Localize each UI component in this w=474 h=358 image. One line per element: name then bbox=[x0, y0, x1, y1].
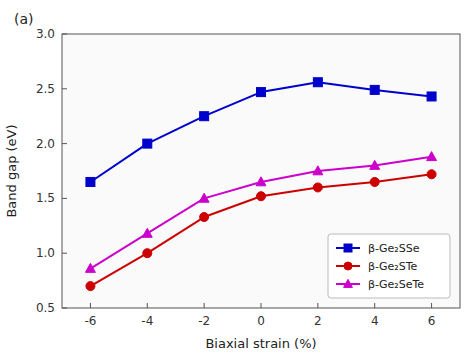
legend-label: β-Ge₂STe bbox=[368, 260, 418, 273]
series bbox=[86, 170, 436, 291]
legend-marker bbox=[344, 244, 352, 252]
plot-background bbox=[62, 34, 460, 308]
series-line bbox=[90, 174, 431, 286]
series bbox=[85, 152, 436, 273]
x-tick bbox=[374, 303, 375, 308]
legend-marker bbox=[344, 279, 353, 287]
data-point bbox=[370, 160, 380, 169]
data-point bbox=[86, 282, 95, 291]
axes: -6 -4 -2 0 2 4 6 0.5 1.0 1.5 2.0 2.5 3.0 bbox=[36, 27, 435, 328]
data-point bbox=[313, 166, 323, 175]
data-point bbox=[313, 183, 322, 192]
legend-box bbox=[328, 234, 450, 298]
x-tick-label: 2 bbox=[314, 314, 322, 328]
plot-frame bbox=[62, 34, 460, 308]
data-point bbox=[85, 263, 95, 272]
y-tick bbox=[62, 253, 67, 254]
y-tick bbox=[62, 198, 67, 199]
x-tick-label: -4 bbox=[141, 314, 153, 328]
x-tick-label: 0 bbox=[257, 314, 265, 328]
y-tick bbox=[62, 143, 67, 144]
data-point bbox=[427, 92, 436, 101]
data-point bbox=[199, 193, 209, 202]
y-tick-label: 3.0 bbox=[36, 27, 55, 41]
data-point bbox=[200, 112, 209, 121]
legend-label: β-Ge₂SeTe bbox=[368, 278, 424, 291]
x-tick-label: 4 bbox=[371, 314, 379, 328]
chart: -6 -4 -2 0 2 4 6 0.5 1.0 1.5 2.0 2.5 3.0 Biaxial stra… bbox=[0, 0, 474, 358]
data-point bbox=[256, 177, 266, 186]
series-line bbox=[90, 157, 431, 269]
data-point bbox=[427, 170, 436, 179]
data-point bbox=[370, 85, 379, 94]
x-tick-label: -2 bbox=[198, 314, 210, 328]
y-tick-label: 1.0 bbox=[36, 246, 55, 260]
x-tick bbox=[317, 303, 318, 308]
annotation: (a) bbox=[14, 11, 34, 27]
y-tick bbox=[62, 88, 67, 89]
y-tick-label: 0.5 bbox=[36, 301, 55, 315]
legend-item: β-Ge₂SSe bbox=[336, 242, 420, 255]
data-point bbox=[313, 78, 322, 87]
x-tick bbox=[431, 303, 432, 308]
x-tick bbox=[204, 303, 205, 308]
data-point bbox=[427, 152, 437, 161]
data-point bbox=[143, 139, 152, 148]
legend: β-Ge₂SSe β-Ge₂STe β-Ge₂SeTe bbox=[328, 234, 450, 298]
data-point bbox=[200, 213, 209, 222]
legend-marker bbox=[344, 262, 352, 270]
x-tick-label: 6 bbox=[428, 314, 436, 328]
legend-item: β-Ge₂SeTe bbox=[336, 278, 424, 291]
series-line bbox=[90, 82, 431, 182]
data-point bbox=[370, 177, 379, 186]
x-tick bbox=[90, 303, 91, 308]
series bbox=[86, 78, 436, 187]
y-tick-label: 2.5 bbox=[36, 82, 55, 96]
data-point bbox=[142, 228, 152, 237]
data-point bbox=[257, 192, 266, 201]
x-axis-label: Biaxial strain (%) bbox=[205, 336, 316, 351]
x-tick bbox=[147, 303, 148, 308]
y-tick-label: 2.0 bbox=[36, 137, 55, 151]
legend-label: β-Ge₂SSe bbox=[368, 242, 420, 255]
data-point bbox=[257, 88, 266, 97]
y-tick-label: 1.5 bbox=[36, 191, 55, 205]
y-axis-label: Band gap (eV) bbox=[4, 124, 19, 217]
data-point bbox=[86, 177, 95, 186]
x-tick-label: -6 bbox=[84, 314, 96, 328]
legend-item: β-Ge₂STe bbox=[336, 260, 418, 273]
chart-container: -6 -4 -2 0 2 4 6 0.5 1.0 1.5 2.0 2.5 3.0 Biaxial stra… bbox=[0, 0, 474, 358]
x-tick bbox=[261, 303, 262, 308]
data-point bbox=[143, 249, 152, 258]
